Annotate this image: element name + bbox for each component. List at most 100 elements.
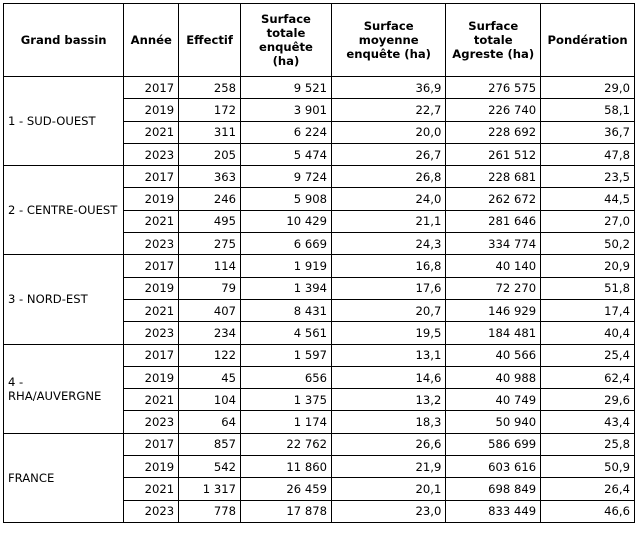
effectif-cell: 778: [178, 499, 241, 523]
region-cell: FRANCE: [2, 432, 125, 523]
table-row: 2019 246 5 908 24,0 262 672 44,5: [4, 187, 635, 211]
ponderation-cell: 43,4: [540, 410, 635, 434]
annee-cell: 2023: [123, 410, 180, 434]
ponderation-cell: 47,8: [540, 142, 635, 167]
surface-totale-agreste-cell: 228 681: [445, 165, 542, 189]
surface-totale-enquete-cell: 1 375: [239, 388, 332, 412]
surface-moyenne-enquete-cell: 17,6: [330, 276, 447, 300]
surface-totale-agreste-cell: 262 672: [445, 187, 542, 211]
effectif-cell: 172: [178, 98, 241, 122]
surface-moyenne-enquete-cell: 20,7: [330, 298, 447, 323]
surface-totale-agreste-cell: 40 140: [445, 254, 542, 278]
header-grand-bassin: Grand bassin: [2, 3, 125, 77]
header-surface-totale-agreste: Surface totale Agreste (ha): [445, 3, 542, 77]
annee-cell: 2017: [123, 432, 180, 457]
ponderation-cell: 25,8: [540, 432, 635, 457]
table-row: 2021 407 8 431 20,7 146 929 17,4: [4, 298, 635, 323]
surface-moyenne-enquete-cell: 20,0: [330, 120, 447, 144]
surface-moyenne-enquete-cell: 18,3: [330, 410, 447, 434]
annee-cell: 2023: [123, 499, 180, 523]
surface-moyenne-enquete-cell: 21,1: [330, 209, 447, 234]
surface-totale-agreste-cell: 261 512: [445, 142, 542, 167]
ponderation-cell: 25,4: [540, 343, 635, 367]
effectif-cell: 258: [178, 75, 241, 100]
annee-cell: 2021: [123, 120, 180, 144]
table-container: Grand bassin Année Effectif Surface tota…: [2, 3, 635, 523]
ponderation-cell: 26,4: [540, 477, 635, 501]
region-cell: 2 - CENTRE-OUEST: [2, 165, 125, 256]
surface-totale-agreste-cell: 72 270: [445, 276, 542, 300]
surface-totale-enquete-cell: 1 174: [239, 410, 332, 434]
ponderation-cell: 29,6: [540, 388, 635, 412]
surface-totale-agreste-cell: 226 740: [445, 98, 542, 122]
annee-cell: 2019: [123, 98, 180, 122]
annee-cell: 2019: [123, 276, 180, 300]
surface-totale-enquete-cell: 5 474: [239, 142, 332, 167]
ponderation-cell: 27,0: [540, 209, 635, 234]
effectif-cell: 246: [178, 187, 241, 211]
table-body: 1 - SUD-OUEST 2017 258 9 521 36,9 276 575 29,0…: [2, 75, 635, 523]
effectif-cell: 495: [178, 209, 241, 234]
annee-cell: 2023: [123, 142, 180, 167]
table-row: 2019 542 11 860 21,9 603 616 50,9: [4, 455, 635, 479]
effectif-cell: 114: [178, 254, 241, 278]
table-row: FRANCE 2017 857 22 762 26,6 586 699 25,8: [2, 432, 635, 523]
surface-totale-agreste-cell: 40 566: [445, 343, 542, 367]
surface-moyenne-enquete-cell: 26,8: [330, 165, 447, 189]
surface-moyenne-enquete-cell: 22,7: [330, 98, 447, 122]
surface-totale-enquete-cell: 22 762: [239, 432, 332, 457]
data-table: Grand bassin Année Effectif Surface tota…: [2, 3, 635, 523]
table-row: 3 - NORD-EST 2017 114 1 919 16,8 40 140 20,9: [2, 254, 635, 345]
surface-moyenne-enquete-cell: 20,1: [330, 477, 447, 501]
region-cell: 1 - SUD-OUEST: [2, 75, 125, 167]
ponderation-cell: 50,9: [540, 455, 635, 479]
surface-totale-agreste-cell: 184 481: [445, 321, 542, 345]
surface-totale-enquete-cell: 8 431: [239, 298, 332, 323]
surface-moyenne-enquete-cell: 16,8: [330, 254, 447, 278]
surface-totale-enquete-cell: 5 908: [239, 187, 332, 211]
effectif-cell: 104: [178, 388, 241, 412]
effectif-cell: 363: [178, 165, 241, 189]
surface-moyenne-enquete-cell: 26,6: [330, 432, 447, 457]
annee-cell: 2017: [123, 343, 180, 367]
surface-totale-agreste-cell: 50 940: [445, 410, 542, 434]
annee-cell: 2017: [123, 165, 180, 189]
annee-cell: 2017: [123, 75, 180, 100]
region-cell: 4 - RHA/AUVERGNE: [2, 343, 125, 434]
surface-totale-agreste-cell: 281 646: [445, 209, 542, 234]
effectif-cell: 64: [178, 410, 241, 434]
effectif-cell: 542: [178, 455, 241, 479]
annee-cell: 2019: [123, 365, 180, 390]
header-ponderation: Pondération: [540, 3, 635, 77]
surface-totale-enquete-cell: 6 669: [239, 232, 332, 256]
header-surface-moyenne-enquete: Surface moyenne enquête (ha): [330, 3, 447, 77]
annee-cell: 2019: [123, 187, 180, 211]
ponderation-cell: 58,1: [540, 98, 635, 122]
table-row: 2019 45 656 14,6 40 988 62,4: [4, 365, 635, 390]
table-row: 2021 311 6 224 20,0 228 692 36,7: [4, 120, 635, 144]
effectif-cell: 234: [178, 321, 241, 345]
surface-totale-enquete-cell: 9 521: [239, 75, 332, 100]
surface-totale-enquete-cell: 6 224: [239, 120, 332, 144]
surface-totale-enquete-cell: 1 597: [239, 343, 332, 367]
surface-totale-agreste-cell: 586 699: [445, 432, 542, 457]
surface-totale-enquete-cell: 3 901: [239, 98, 332, 122]
annee-cell: 2021: [123, 388, 180, 412]
surface-moyenne-enquete-cell: 23,0: [330, 499, 447, 523]
ponderation-cell: 51,8: [540, 276, 635, 300]
surface-totale-agreste-cell: 833 449: [445, 499, 542, 523]
surface-totale-enquete-cell: 26 459: [239, 477, 332, 501]
annee-cell: 2021: [123, 477, 180, 501]
header-annee: Année: [123, 3, 180, 77]
header-surface-totale-enquete: Surface totale enquête (ha): [239, 3, 332, 77]
ponderation-cell: 62,4: [540, 365, 635, 390]
ponderation-cell: 46,6: [540, 499, 635, 523]
table-row: 2 - CENTRE-OUEST 2017 363 9 724 26,8 228 681 2…: [2, 165, 635, 256]
annee-cell: 2023: [123, 232, 180, 256]
surface-totale-enquete-cell: 9 724: [239, 165, 332, 189]
ponderation-cell: 44,5: [540, 187, 635, 211]
effectif-cell: 79: [178, 276, 241, 300]
surface-totale-agreste-cell: 228 692: [445, 120, 542, 144]
surface-totale-agreste-cell: 698 849: [445, 477, 542, 501]
table-row: 2023 234 4 561 19,5 184 481 40,4: [4, 321, 635, 345]
